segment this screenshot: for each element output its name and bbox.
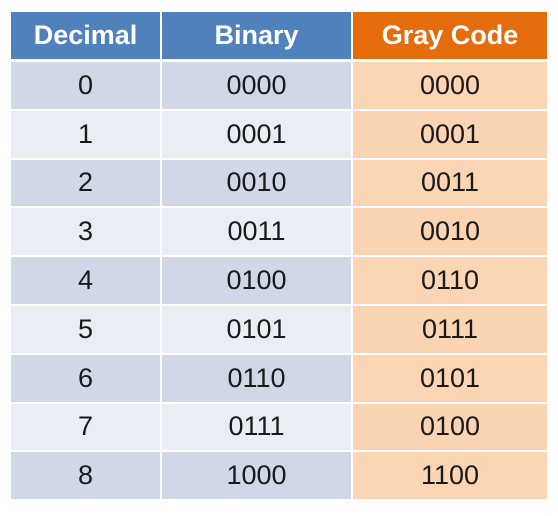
gray-code-cell: 0011 (353, 159, 547, 209)
decimal-cell: 5 (11, 305, 162, 355)
decimal-cell: 7 (11, 403, 162, 453)
gray-code-cell: 0110 (353, 257, 547, 306)
binary-cell: 0111 (162, 403, 353, 453)
binary-cell: 0101 (162, 305, 353, 355)
header-gray-code: Gray Code (353, 12, 547, 62)
gray-code-cell: 0010 (353, 208, 547, 258)
decimal-cell: 3 (11, 208, 162, 258)
binary-cell: 0010 (162, 159, 353, 209)
gray-code-cell: 0001 (353, 110, 547, 160)
decimal-cell: 0 (11, 62, 162, 111)
gray-code-cell: 0100 (353, 403, 547, 453)
decimal-cell: 4 (11, 257, 162, 306)
binary-cell: 0100 (162, 257, 353, 306)
gray-code-cell: 0111 (353, 305, 547, 355)
gray-code-table: Decimal Binary Gray Code 0 0000 0000 1 0… (11, 12, 547, 502)
header-binary: Binary (162, 12, 353, 62)
gray-code-cell: 1100 (353, 452, 547, 502)
binary-cell: 0000 (162, 62, 353, 111)
binary-cell: 1000 (162, 452, 353, 502)
binary-cell: 0001 (162, 110, 353, 160)
decimal-cell: 8 (11, 452, 162, 502)
decimal-cell: 6 (11, 354, 162, 404)
gray-code-cell: 0000 (353, 62, 547, 111)
gray-code-cell: 0101 (353, 354, 547, 404)
binary-cell: 0011 (162, 208, 353, 258)
decimal-cell: 2 (11, 159, 162, 209)
decimal-cell: 1 (11, 110, 162, 160)
header-decimal: Decimal (11, 12, 162, 62)
binary-cell: 0110 (162, 354, 353, 404)
